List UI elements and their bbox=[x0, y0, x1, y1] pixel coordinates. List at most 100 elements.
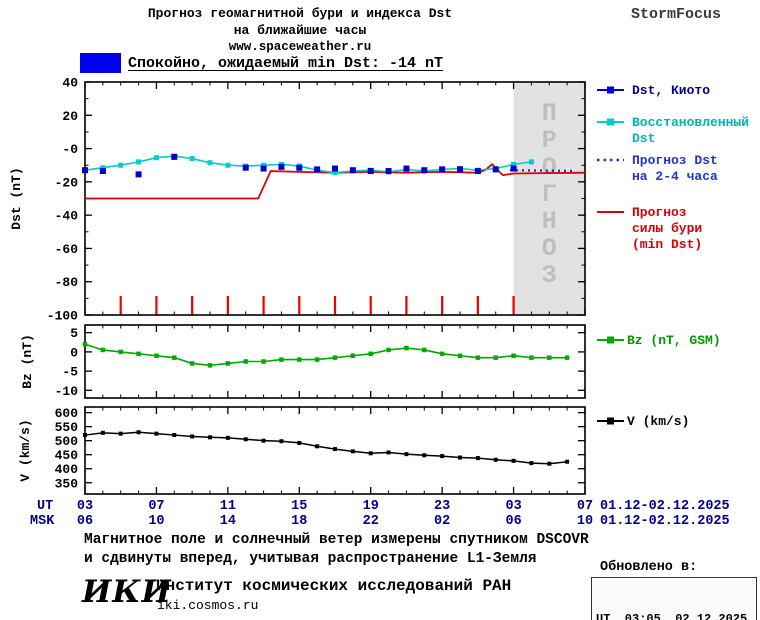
v-marker bbox=[279, 439, 284, 444]
reconstructed-dst-marker bbox=[153, 155, 159, 161]
brand-stormfocus: StormFocus bbox=[630, 6, 721, 23]
kyoto-dst-marker bbox=[332, 165, 338, 172]
source-url: www.spaceweather.ru bbox=[228, 40, 372, 54]
bz-marker bbox=[207, 363, 213, 368]
bz-marker bbox=[457, 353, 463, 358]
legend-storm-label: Прогноз bbox=[632, 205, 687, 220]
ylabel-v: V (km/s) bbox=[18, 419, 33, 481]
ut-tick-label: 19 bbox=[363, 499, 379, 514]
reconstructed-dst-marker bbox=[118, 162, 124, 168]
bz-marker bbox=[439, 351, 445, 357]
v-marker bbox=[154, 431, 159, 436]
status-text: Спокойно, ожидаемый min Dst: -14 nT bbox=[128, 54, 444, 72]
bz-marker bbox=[314, 357, 320, 362]
v-marker bbox=[118, 431, 123, 436]
bz-marker bbox=[332, 355, 338, 360]
bz-line bbox=[84, 343, 568, 367]
ytick-label-v: 500 bbox=[55, 434, 79, 449]
forecast-region-letter: Г bbox=[542, 180, 557, 209]
kyoto-dst-marker bbox=[457, 166, 463, 173]
kyoto-dst-marker bbox=[242, 164, 249, 171]
v-marker bbox=[297, 440, 302, 445]
title-block: Прогноз геомагнитной бури и индекса Dst … bbox=[60, 5, 540, 55]
msk-date-range: 01.12-02.12.2025 bbox=[600, 514, 730, 529]
v-marker bbox=[511, 458, 516, 463]
v-marker bbox=[100, 430, 105, 435]
legend-reconstructed-label: Dst bbox=[632, 131, 655, 146]
v-marker bbox=[422, 453, 427, 458]
forecast-region bbox=[513, 82, 585, 315]
ut-date-range: 01.12-02.12.2025 bbox=[600, 499, 730, 514]
ytick-label-dst: -20 bbox=[55, 175, 79, 190]
msk-tick-label: 06 bbox=[77, 514, 93, 529]
msk-tick-label: 22 bbox=[363, 514, 379, 529]
ytick-label-dst: -40 bbox=[55, 209, 79, 224]
bz-marker bbox=[279, 357, 284, 362]
bz-marker bbox=[118, 349, 123, 355]
v-marker bbox=[350, 449, 355, 454]
bz-marker bbox=[136, 351, 141, 357]
msk-tick-label: 10 bbox=[577, 514, 593, 529]
legend-storm-label: (min Dst) bbox=[632, 237, 702, 252]
forecast-dst-dotted-line bbox=[509, 169, 577, 173]
v-marker bbox=[547, 461, 552, 466]
msk-tick-label: 18 bbox=[291, 514, 307, 529]
kyoto-dst-marker bbox=[296, 164, 303, 171]
bz-marker bbox=[493, 355, 498, 360]
v-marker bbox=[243, 437, 248, 442]
bz-marker bbox=[529, 355, 534, 360]
legend-kyoto-label: Dst, Киото bbox=[632, 83, 710, 98]
bz-marker bbox=[243, 359, 248, 364]
reconstructed-dst-marker bbox=[189, 156, 195, 162]
ytick-label-dst: -0 bbox=[62, 142, 78, 157]
ut-tick-label: 23 bbox=[434, 499, 450, 514]
v-marker bbox=[440, 454, 445, 459]
kyoto-dst-marker bbox=[367, 168, 374, 175]
kyoto-dst-marker bbox=[278, 163, 285, 170]
ytick-label-v: 600 bbox=[55, 406, 79, 421]
v-marker bbox=[368, 451, 373, 456]
kyoto-dst-marker bbox=[82, 167, 88, 174]
kyoto-dst-marker bbox=[492, 166, 499, 173]
v-marker bbox=[172, 433, 177, 438]
v-marker bbox=[404, 452, 409, 457]
bz-marker bbox=[297, 357, 302, 362]
ylabel-dst: Dst (nT) bbox=[9, 167, 24, 229]
ytick-label-bz: -5 bbox=[62, 365, 78, 380]
bz-marker bbox=[386, 347, 391, 353]
v-line bbox=[84, 431, 568, 465]
kyoto-dst-marker bbox=[439, 166, 446, 173]
msk-tick-label: 02 bbox=[434, 514, 450, 529]
ytick-label-bz: 5 bbox=[70, 326, 78, 341]
ut-tick-label: 03 bbox=[505, 499, 521, 514]
bz-marker bbox=[154, 353, 159, 358]
ytick-label-v: 450 bbox=[55, 448, 79, 463]
ytick-label-v: 400 bbox=[55, 462, 79, 477]
msk-tick-label: 06 bbox=[505, 514, 521, 529]
ut-tick-label: 07 bbox=[577, 499, 593, 514]
msk-row-label: MSK bbox=[30, 514, 55, 529]
bz-marker bbox=[225, 361, 231, 366]
kyoto-dst-marker bbox=[510, 165, 517, 172]
kyoto-dst-marker bbox=[385, 168, 392, 175]
ytick-label-bz: -10 bbox=[55, 384, 79, 399]
v-marker bbox=[565, 459, 570, 464]
bz-marker bbox=[189, 361, 195, 366]
v-marker bbox=[458, 455, 462, 460]
kyoto-dst-marker bbox=[314, 166, 321, 173]
bz-marker bbox=[564, 355, 570, 360]
ytick-label-bz: 0 bbox=[70, 345, 78, 360]
forecast-region-letter: З bbox=[542, 261, 557, 290]
legend-v-label: V (km/s) bbox=[627, 414, 689, 429]
v-marker bbox=[529, 461, 534, 466]
v-marker bbox=[136, 430, 141, 435]
status-color-swatch bbox=[80, 53, 121, 73]
reconstructed-dst-marker bbox=[261, 162, 267, 168]
status-banner: Спокойно, ожидаемый min Dst: -14 nT bbox=[80, 52, 443, 74]
reconstructed-dst-marker bbox=[136, 159, 142, 165]
legend-reconstructed-label: Восстановленный bbox=[632, 115, 749, 130]
kyoto-dst-marker bbox=[99, 168, 106, 175]
legend-forecast-dst-label: Прогноз Dst bbox=[632, 153, 718, 168]
reconstructed-dst-marker bbox=[100, 165, 106, 171]
